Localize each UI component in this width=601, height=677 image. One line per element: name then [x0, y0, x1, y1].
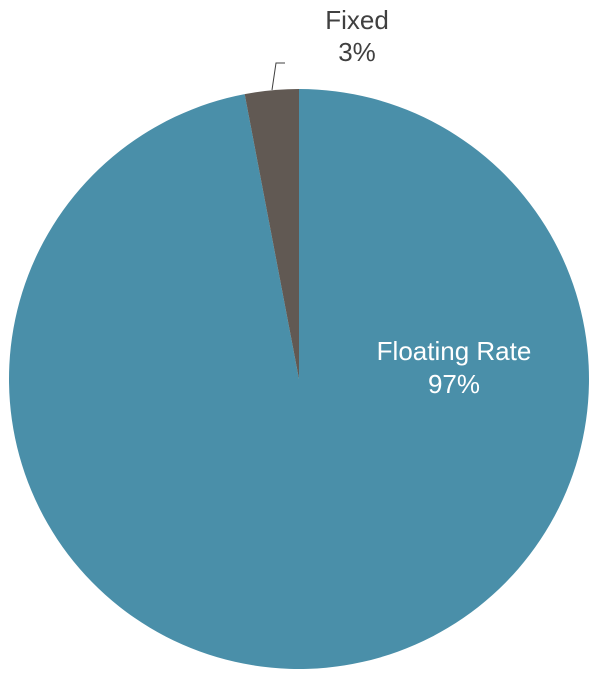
- pie-slice: [9, 89, 590, 669]
- value-label: 97%: [428, 369, 480, 399]
- slice-label: Floating Rate: [377, 336, 532, 366]
- value-label: 3%: [338, 37, 376, 67]
- leader-line: [271, 62, 285, 91]
- pie-slice: [244, 89, 299, 379]
- slice-label: Fixed: [325, 5, 389, 35]
